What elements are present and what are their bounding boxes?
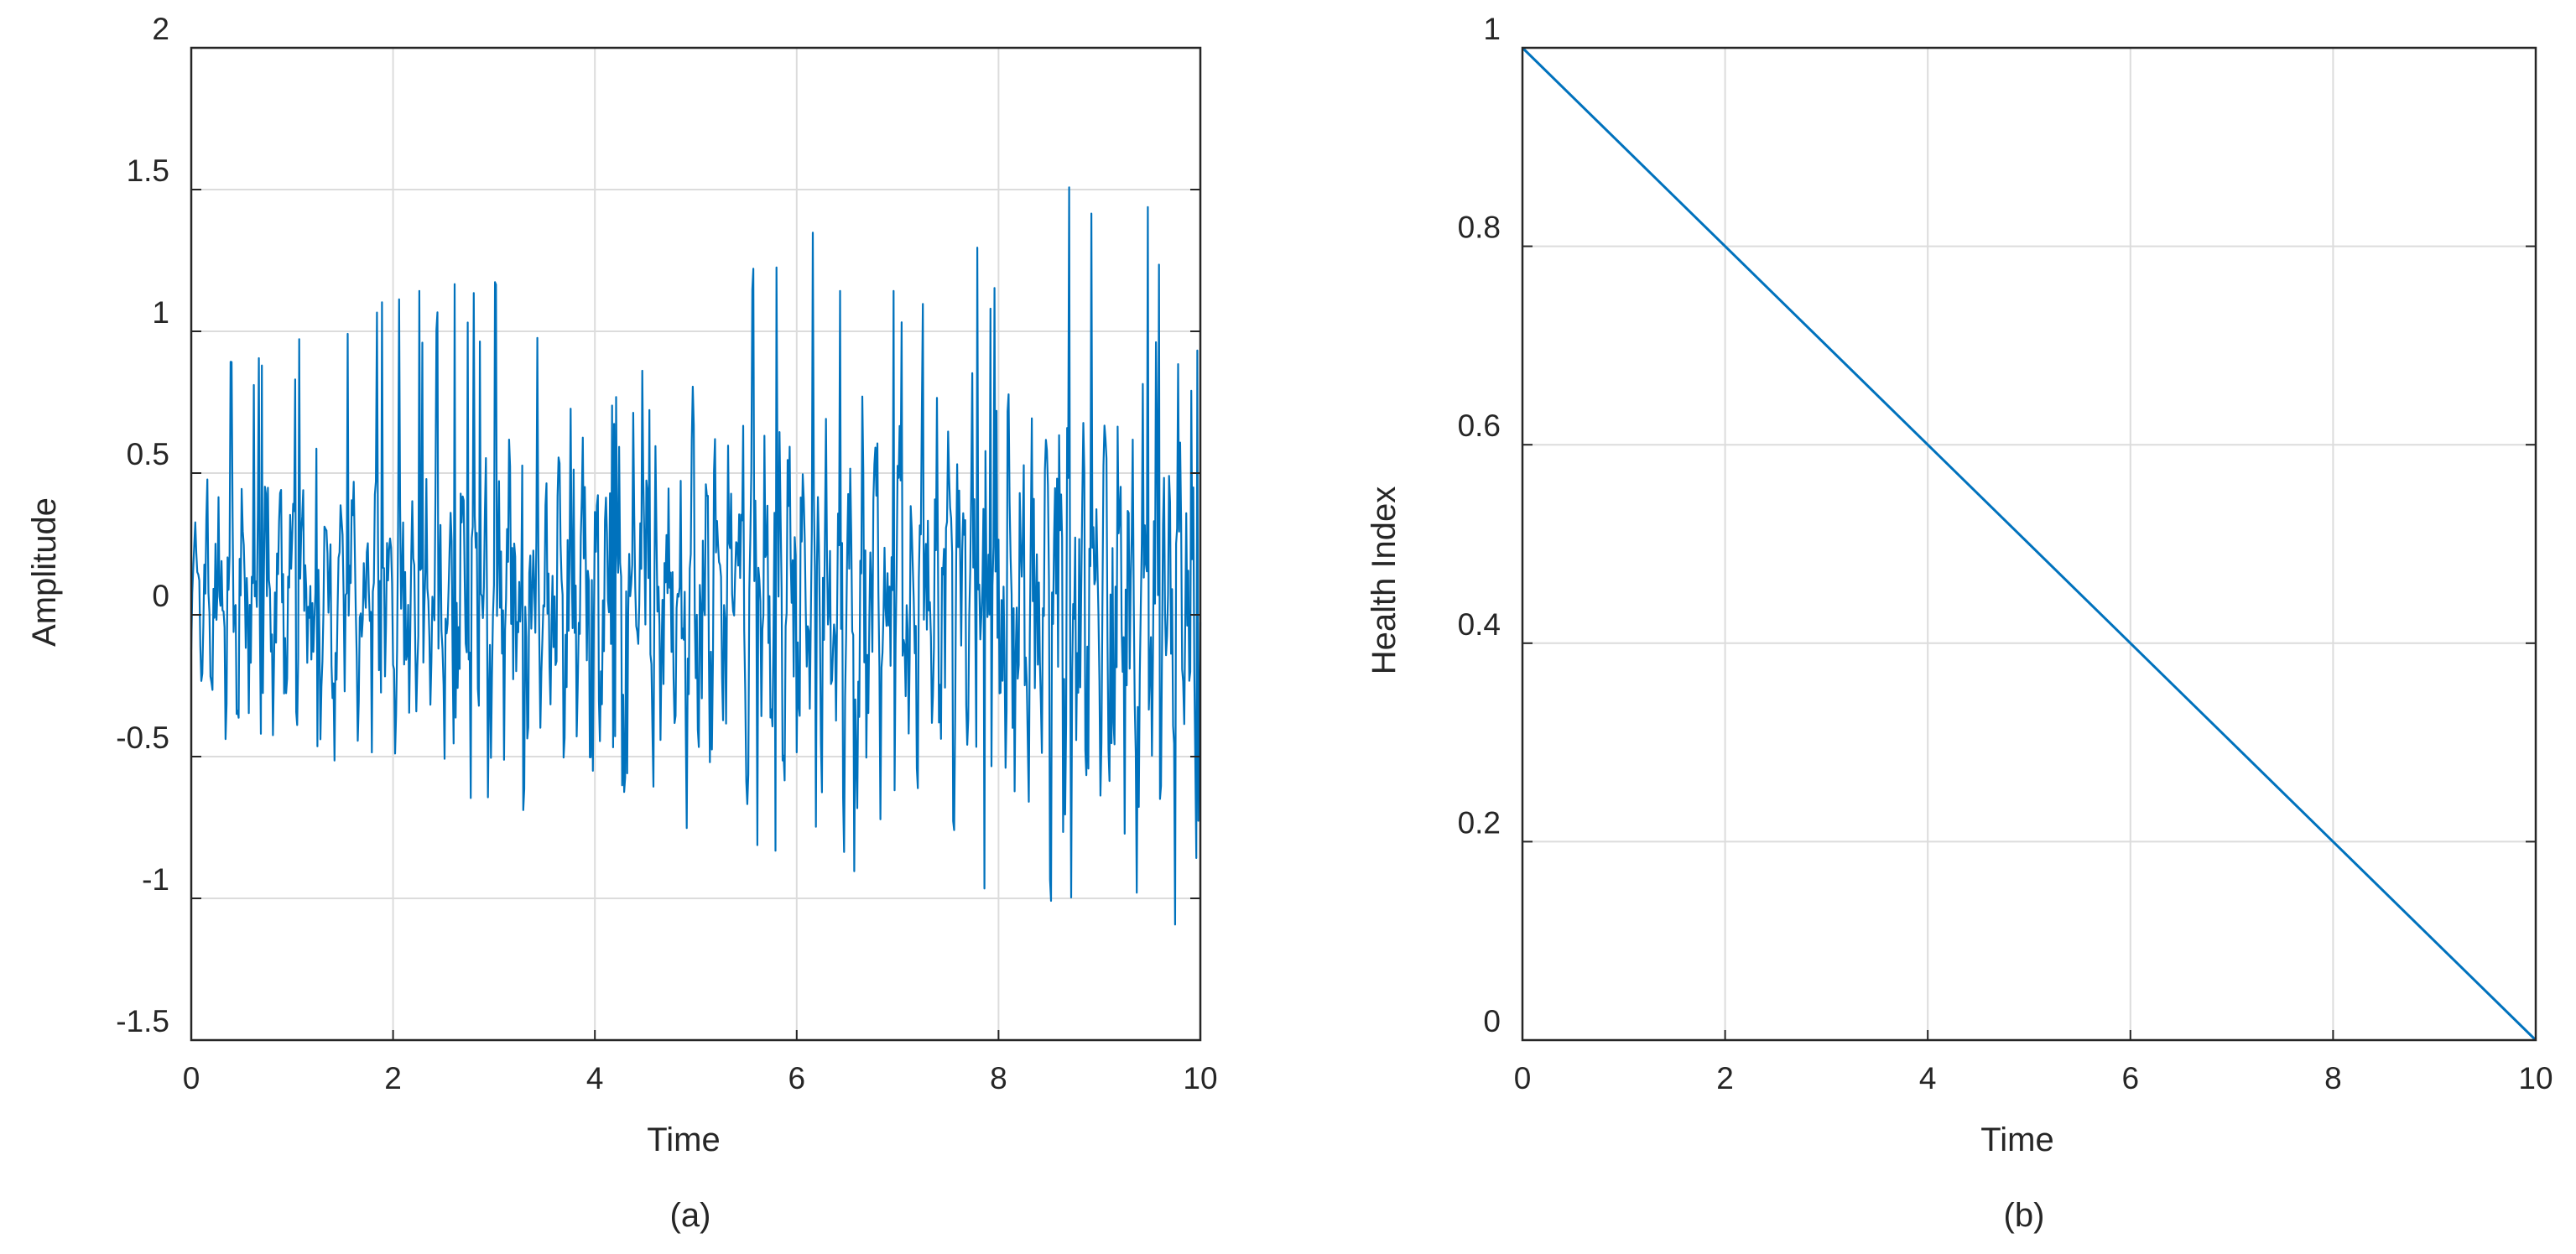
y-tick-label: 0.2 [1458,805,1501,840]
panel-b-health-index-chart: 0 2 4 6 8 10 0 0.2 0.4 0.6 0.8 1 Time Health Index… [1366,12,2553,1234]
panel-a-amplitude-chart: 0 2 4 6 8 10 -1.5 -1 -0.5 0 0.5 1 1.5 2 Time Amplitu… [26,12,1218,1234]
x-tick-label: 0 [183,1061,200,1095]
y-tick-label: 1.5 [127,153,169,188]
x-axis-label-a: Time [647,1121,720,1158]
x-tick-label: 8 [2324,1061,2342,1095]
y-tick-label: 0 [1483,1004,1501,1038]
amplitude-signal-line [190,186,1202,926]
x-tick-label: 10 [2518,1061,2553,1095]
y-tick-label: -1.5 [116,1004,169,1038]
x-tick-label: 2 [384,1061,402,1095]
x-tick-labels-b: 0 2 4 6 8 10 [1514,1030,2553,1095]
x-axis-label-b: Time [1980,1121,2053,1158]
axes-box-b [1521,46,2537,1042]
panel-caption-a: (a) [670,1197,711,1234]
x-tick-label: 2 [1716,1061,1734,1095]
x-tick-label: 10 [1183,1061,1217,1095]
y-axis-label-b: Health Index [1366,487,1402,675]
y-tick-label: 1 [1483,12,1501,46]
y-tick-label: -1 [142,862,169,897]
y-tick-label: 0 [152,579,169,613]
line-b [1521,46,2537,1042]
x-tick-label: 6 [2122,1061,2140,1095]
grid-b [1522,48,2536,1040]
panel-caption-b: (b) [2004,1197,2045,1234]
health-index-line [1521,46,2537,1042]
y-tick-label: -0.5 [116,721,169,755]
x-tick-labels-a: 0 2 4 6 8 10 [183,1030,1218,1095]
y-tick-label: 0.6 [1458,408,1501,443]
y-tick-label: 1 [152,295,169,330]
y-tick-labels-b: 0 0.2 0.4 0.6 0.8 1 [1458,12,2536,1041]
x-tick-label: 0 [1514,1061,1532,1095]
axes-box-a [190,46,1202,1042]
x-tick-label: 4 [1919,1061,1937,1095]
x-tick-label: 6 [788,1061,806,1095]
x-tick-label: 8 [990,1061,1007,1095]
signal-a [190,186,1202,926]
y-tick-label: 0.5 [127,437,169,471]
y-tick-label: 0.4 [1458,607,1501,642]
y-tick-labels-a: -1.5 -1 -0.5 0 0.5 1 1.5 2 [116,12,1200,1041]
y-axis-label-a: Amplitude [26,497,63,647]
y-tick-label: 2 [152,12,169,46]
x-tick-label: 4 [586,1061,604,1095]
y-tick-label: 0.8 [1458,211,1501,245]
